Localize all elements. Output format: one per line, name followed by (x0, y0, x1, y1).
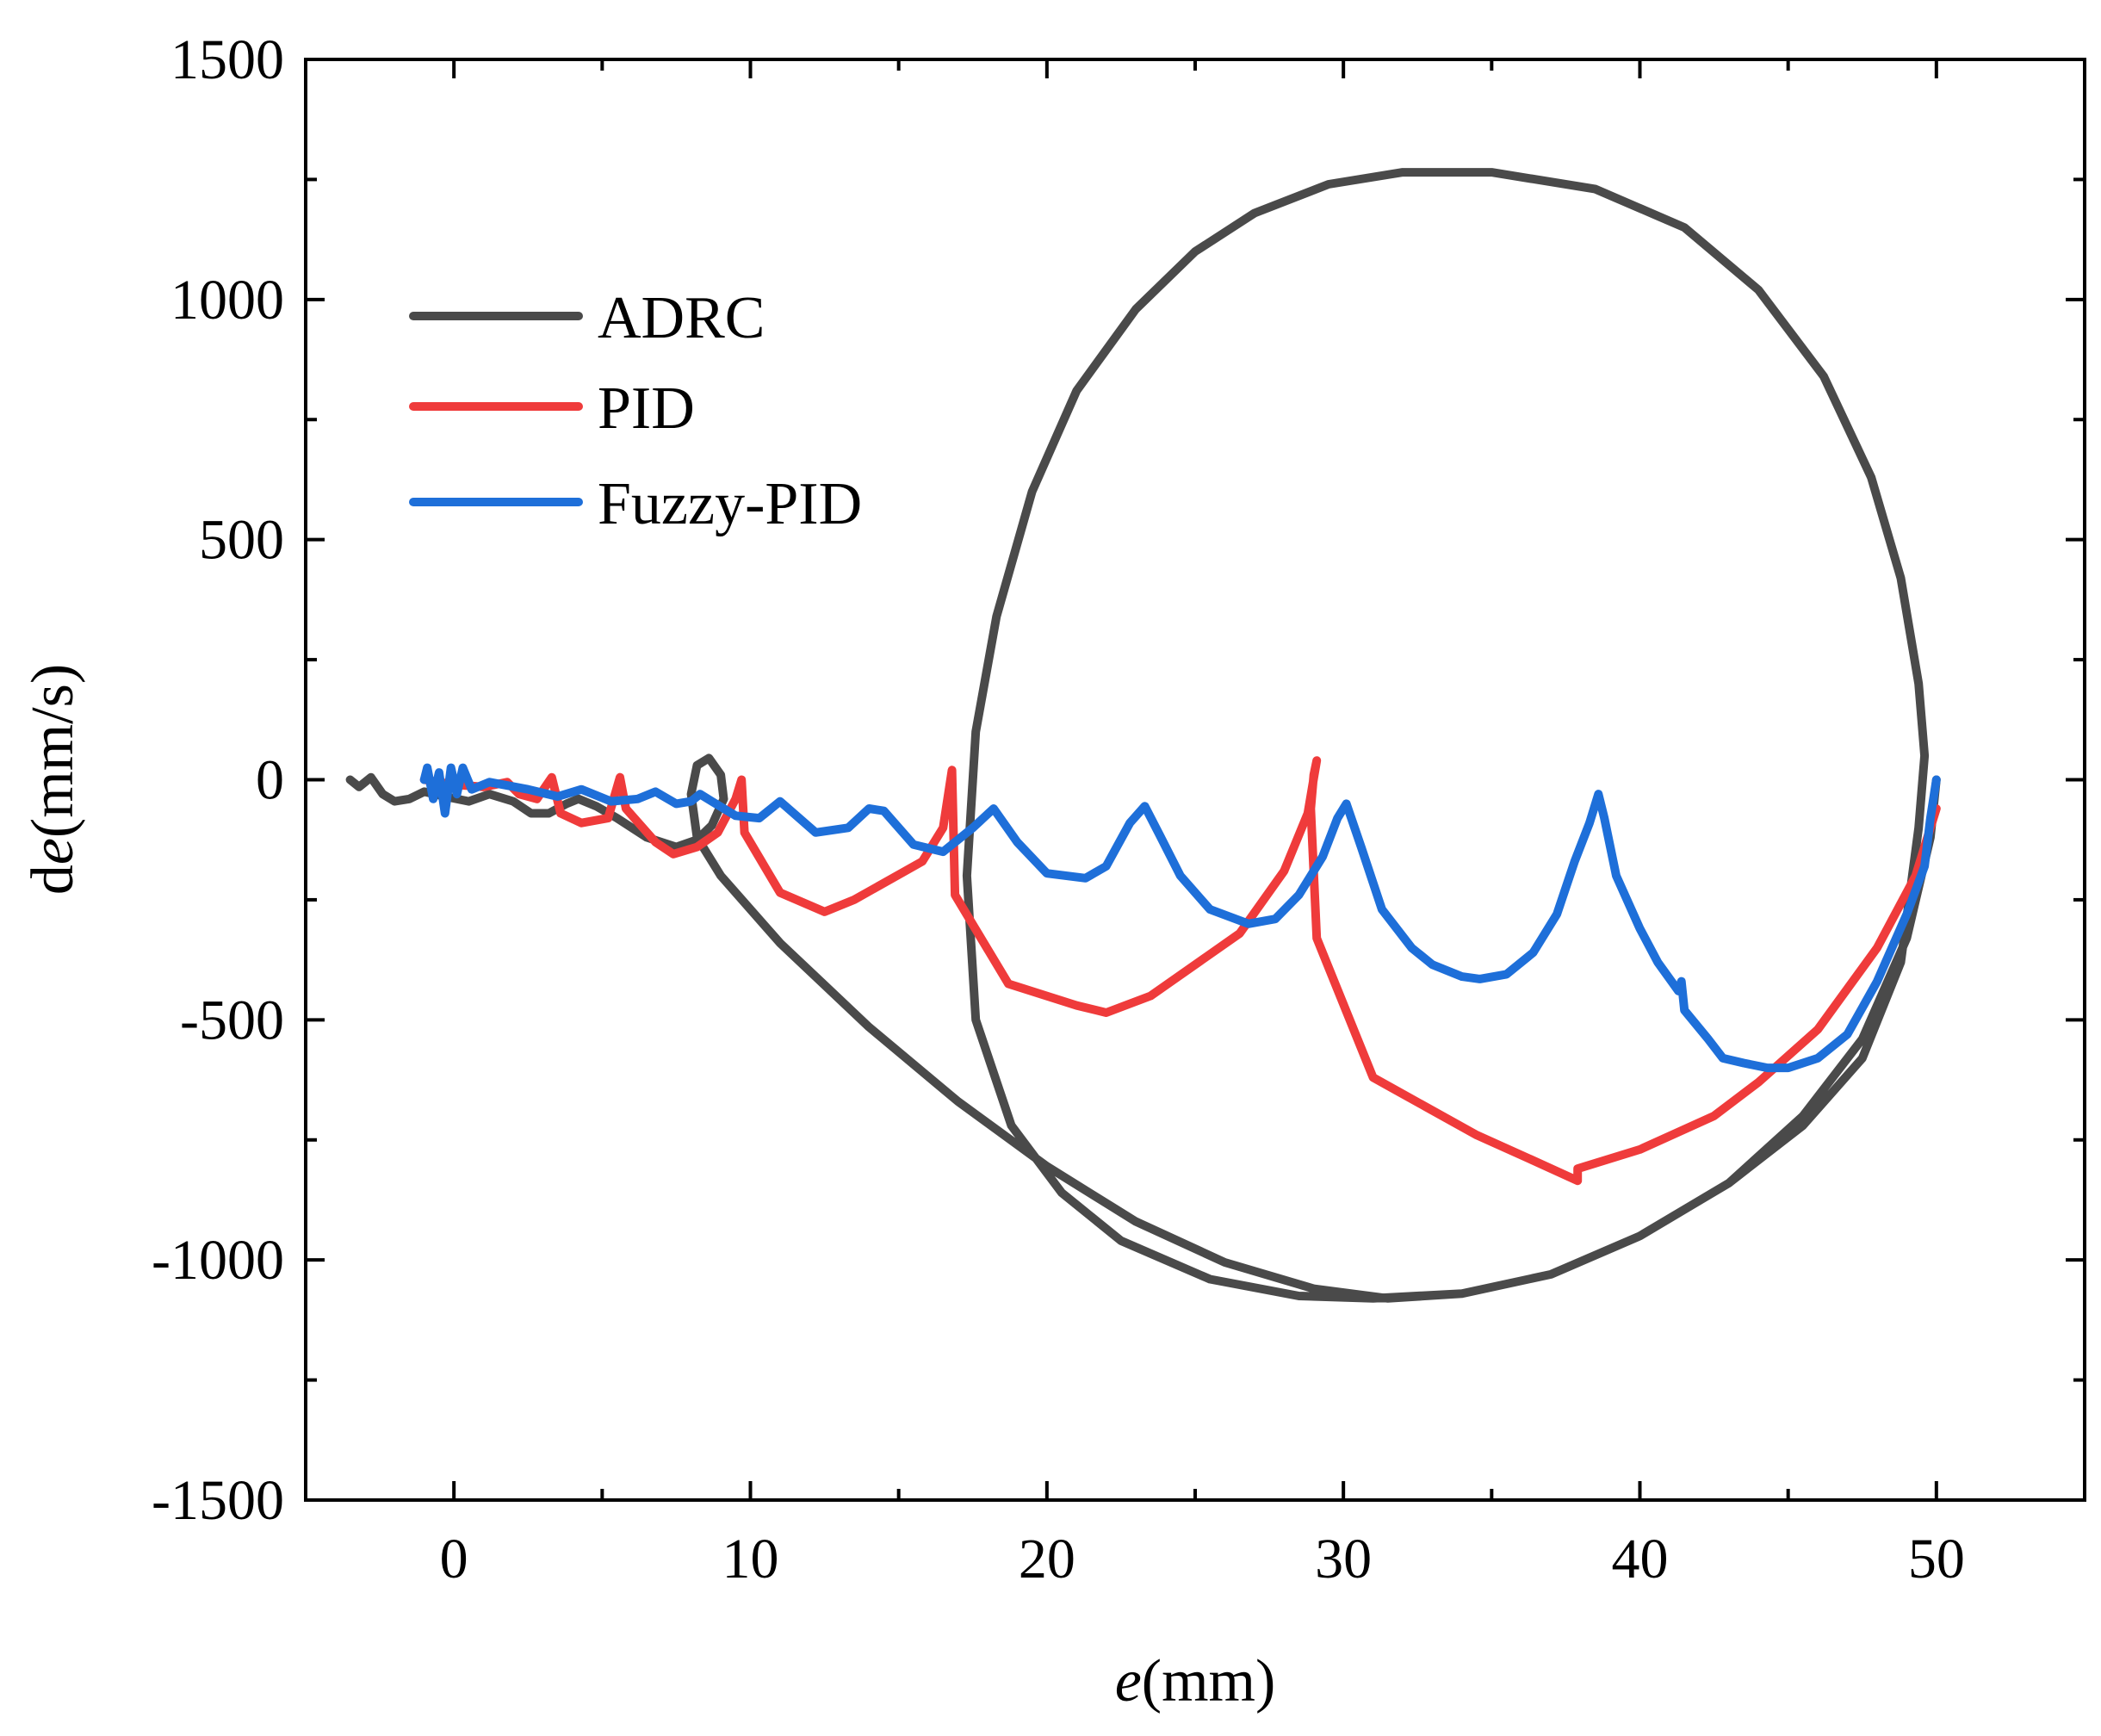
y-axis-title: de(mm/s) (20, 664, 86, 895)
x-tick-label: 40 (1612, 1528, 1669, 1590)
x-tick-label: 30 (1315, 1528, 1372, 1590)
y-tick-label: 1500 (170, 28, 284, 91)
y-tick-label: -1000 (152, 1229, 284, 1292)
y-tick-label: -500 (180, 989, 284, 1051)
y-tick-label: 500 (199, 509, 284, 572)
legend-label-adrc: ADRC (598, 285, 765, 351)
y-tick-label: 1000 (170, 269, 284, 332)
y-tick-label: -1500 (152, 1469, 284, 1532)
series-line-pid (419, 756, 1941, 1186)
plot-frame (304, 58, 2086, 1502)
series-layer (345, 168, 1941, 1303)
x-axis: 0 10 20 30 40 50 (304, 59, 2086, 1590)
legend: ADRC PID Fuzzy-PID (409, 285, 862, 537)
x-tick-label: 10 (722, 1528, 779, 1590)
x-tick-label: 20 (1019, 1528, 1075, 1590)
x-axis-title: e(mm) (1115, 1648, 1276, 1714)
y-tick-label: 0 (256, 749, 284, 812)
x-tick-label: 0 (440, 1528, 468, 1590)
series-line-adrc (345, 168, 1941, 1303)
legend-label-fuzzy-pid: Fuzzy-PID (598, 471, 862, 537)
y-axis: 1500 1000 500 0 -500 -1000 -1500 (152, 28, 2085, 1532)
series-line-fuzzy-pid (419, 763, 1941, 1073)
legend-label-pid: PID (598, 375, 695, 442)
x-tick-label: 50 (1908, 1528, 1965, 1590)
